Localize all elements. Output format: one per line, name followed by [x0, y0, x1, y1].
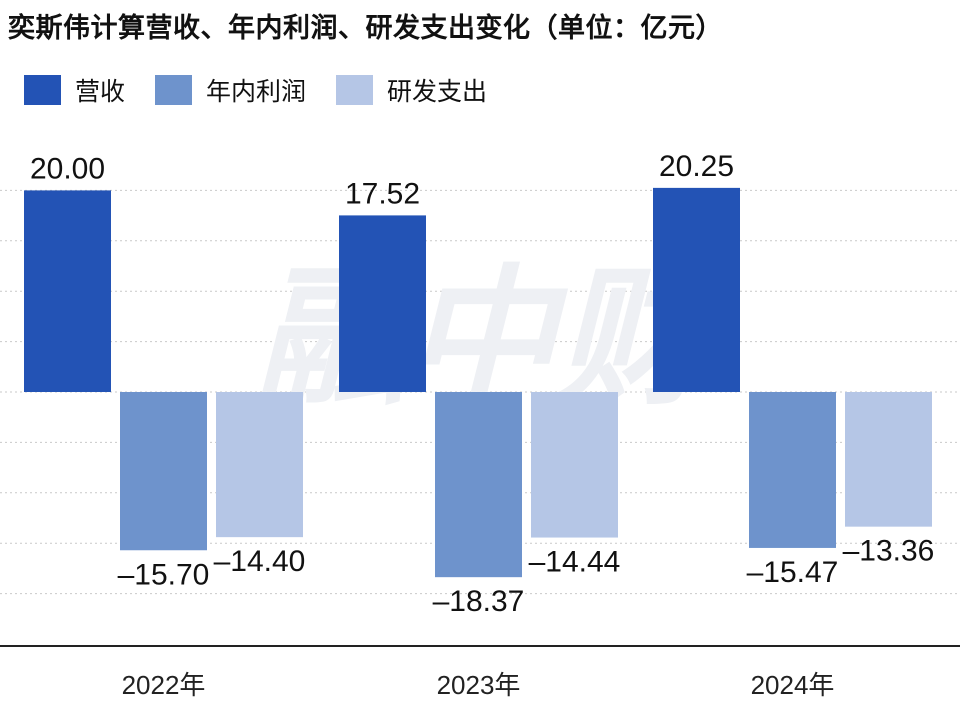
bar-revenue-3 [653, 187, 740, 392]
x-tick-labels: 2022年 2023年 2024年 [122, 670, 835, 700]
bar-profit-1 [120, 392, 207, 551]
value-label-rd-3: –13.36 [843, 535, 935, 568]
bar-rd-1 [216, 392, 303, 538]
chart-title: 奕斯伟计算营收、年内利润、研发支出变化（单位：亿元） [8, 13, 723, 44]
legend-swatch-rd [336, 75, 374, 105]
legend-item-rd: 研发支出 [336, 72, 487, 108]
bars [24, 187, 932, 578]
x-tick-label-3: 2024年 [751, 670, 835, 700]
x-tick-label-1: 2022年 [122, 670, 206, 700]
bar-rd-2 [531, 392, 618, 538]
value-label-profit-1: –15.70 [118, 558, 210, 591]
bar-rd-3 [845, 392, 932, 527]
legend: 营收 年内利润 研发支出 [24, 72, 517, 108]
bar-revenue-2 [339, 215, 426, 392]
value-label-revenue-2: 17.52 [345, 177, 420, 210]
value-label-rd-2: –14.44 [529, 546, 621, 579]
value-label-rd-1: –14.40 [214, 545, 306, 578]
legend-label-rd: 研发支出 [387, 77, 488, 106]
value-label-revenue-1: 20.00 [30, 152, 105, 185]
value-label-profit-3: –15.47 [747, 556, 839, 589]
legend-item-profit: 年内利润 [155, 72, 306, 108]
bar-revenue-1 [24, 190, 111, 392]
value-labels: 20.00 –15.70 –14.40 17.52 –18.37–14.44 20.25 –… [30, 150, 934, 618]
legend-swatch-revenue [24, 75, 61, 105]
legend-label-profit: 年内利润 [206, 77, 307, 106]
legend-item-revenue: 营收 [24, 72, 125, 108]
legend-swatch-profit [155, 75, 193, 105]
bar-profit-2 [435, 392, 522, 578]
value-label-profit-2: –18.37 [433, 585, 525, 618]
bar-profit-3 [749, 392, 836, 548]
value-label-revenue-3: 20.25 [659, 150, 734, 183]
legend-label-revenue: 营收 [75, 77, 126, 106]
x-tick-label-2: 2023年 [437, 670, 521, 700]
